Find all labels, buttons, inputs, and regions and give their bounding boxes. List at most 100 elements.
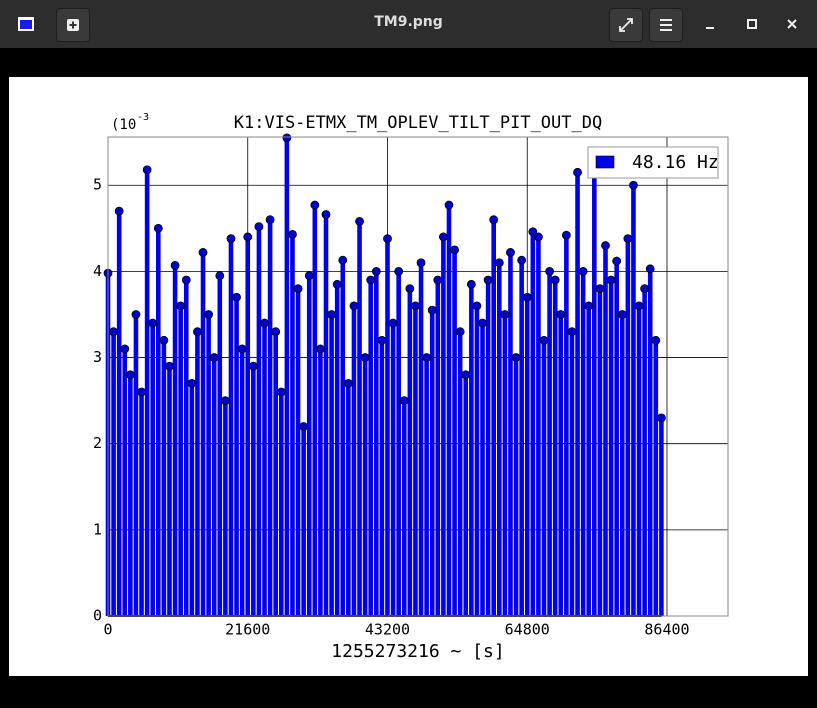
y-tick-label: 5 [93, 176, 102, 194]
stem-marker [215, 271, 225, 281]
stem-marker [494, 258, 504, 268]
menu-button[interactable] [649, 8, 683, 42]
stem-marker [114, 206, 124, 216]
stem-marker [204, 310, 214, 319]
stem-marker [148, 318, 158, 328]
stem-marker [466, 279, 476, 289]
stem-marker [522, 292, 532, 302]
stem-marker [288, 229, 297, 239]
stem-marker [316, 344, 325, 354]
stem-marker [405, 284, 415, 294]
stem-marker [567, 327, 577, 337]
x-tick-label: 21600 [225, 621, 270, 639]
fullscreen-button[interactable] [609, 8, 643, 42]
stem-marker [355, 217, 364, 226]
plot-area [108, 137, 728, 616]
close-button[interactable] [782, 14, 802, 34]
stem-marker [260, 318, 269, 328]
stem-marker [226, 234, 236, 244]
maximize-button[interactable] [742, 14, 762, 34]
stem-marker [601, 241, 610, 250]
plot-frame [107, 136, 729, 617]
stem-marker [550, 275, 560, 285]
stem-marker [623, 234, 633, 244]
window-title: TM9.png [374, 14, 443, 30]
stem-marker [656, 413, 666, 423]
x-tick-label: 64800 [505, 621, 550, 639]
stem-marker [606, 275, 616, 285]
stem-marker [500, 310, 510, 319]
stem-marker [411, 301, 420, 311]
stem-marker [137, 387, 146, 397]
stem-marker [422, 353, 432, 362]
stem-marker [489, 215, 499, 225]
y-tick-label: 2 [93, 434, 102, 452]
stem-marker [394, 266, 404, 276]
x-axis-label: 1255273216 ~ [s] [331, 641, 504, 662]
stem-marker [399, 396, 409, 406]
stem-marker [293, 284, 303, 294]
stem-marker [617, 310, 627, 319]
stem-marker [444, 200, 454, 210]
stem-marker [517, 255, 527, 265]
y-tick-label: 4 [93, 262, 102, 280]
stem-marker [360, 353, 370, 362]
stem-marker [276, 387, 286, 397]
stem-marker [332, 279, 342, 289]
stem-marker [299, 422, 309, 431]
stem-marker [109, 327, 118, 337]
stem-marker [243, 232, 253, 242]
stem-marker [232, 292, 241, 302]
stem-marker [181, 275, 191, 285]
stem-marker [159, 335, 169, 345]
stem-marker [438, 232, 448, 242]
stem-marker [383, 234, 392, 244]
stem-marker [506, 248, 515, 257]
stem-marker [170, 260, 180, 270]
x-tick-label: 0 [103, 621, 112, 639]
stem-marker [338, 255, 348, 265]
stem-marker [455, 327, 465, 337]
stem-marker [645, 264, 655, 274]
y-tick-label: 1 [93, 520, 102, 538]
stem-marker [377, 335, 387, 345]
minimize-button[interactable] [700, 14, 720, 34]
stem-marker [478, 318, 487, 328]
stem-marker [561, 230, 571, 240]
stem-marker [209, 353, 219, 362]
stem-marker [371, 266, 381, 276]
x-tick-label: 43200 [365, 621, 410, 639]
stem-marker [310, 200, 320, 210]
stem-marker [120, 344, 130, 354]
stem-marker [349, 301, 359, 311]
title-bar: TM9.png [0, 0, 817, 48]
stem-marker [556, 310, 566, 319]
stem-marker [165, 361, 174, 371]
y-tick-label: 3 [93, 348, 102, 366]
stem-marker [198, 248, 208, 257]
stem-marker [176, 301, 186, 311]
stem-marker [321, 210, 331, 219]
app-icon [18, 17, 34, 31]
legend-label: 48.16 Hz [632, 152, 719, 173]
x-tick-label: 86400 [644, 621, 689, 639]
stem-marker [254, 222, 264, 231]
open-button[interactable] [56, 8, 90, 42]
stem-marker [187, 378, 197, 388]
stem-marker [528, 227, 538, 237]
stem-marker [220, 396, 230, 406]
stem-marker [327, 310, 336, 319]
stem-marker [153, 223, 163, 233]
stem-marker [595, 284, 605, 294]
stem-marker [427, 305, 437, 315]
stem-marker [578, 266, 588, 276]
stem-marker [237, 344, 247, 354]
stem-marker [366, 275, 376, 285]
stem-marker [534, 232, 543, 242]
stem-marker [472, 301, 482, 311]
stem-marker [433, 275, 443, 285]
stem-marker [612, 256, 622, 266]
stem-marker [545, 266, 555, 276]
stem-marker [248, 361, 258, 371]
